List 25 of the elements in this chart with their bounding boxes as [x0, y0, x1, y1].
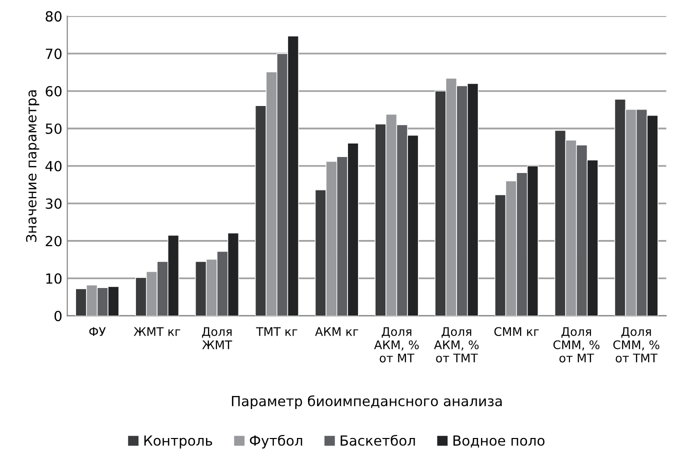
y-tick-label: 60 — [46, 86, 62, 97]
y-tick-label: 70 — [46, 48, 62, 60]
y-tick-label: 20 — [46, 236, 62, 246]
legend-label: Баскетбол — [340, 434, 415, 446]
y-axis-title: Значение параметра — [26, 90, 40, 242]
x-tick-label: ТМТ кг — [256, 327, 298, 336]
x-axis-title: Параметр биоимпедансного анализа — [232, 395, 502, 409]
y-tick-label: 10 — [46, 273, 62, 284]
y-tick-label: 50 — [46, 123, 62, 134]
legend-label: Футбол — [250, 434, 302, 448]
y-tick-label: 30 — [46, 198, 62, 209]
x-tick-label: Доля СММ, % от МТ — [553, 327, 600, 362]
x-tick-label: СММ кг — [494, 327, 539, 336]
x-tick-label: Доля СММ, % от ТМТ — [613, 327, 660, 362]
y-tick-label: 0 — [54, 310, 62, 322]
legend-label: Контроль — [144, 435, 212, 448]
legend-label: Водное поло — [453, 435, 544, 448]
x-tick-label: ЖМТ кг — [134, 327, 180, 336]
x-tick-label: ФУ — [89, 327, 106, 336]
y-tick-label: 80 — [46, 11, 62, 22]
x-tick-label: Доля ЖМТ — [202, 327, 232, 350]
y-tick-label: 40 — [45, 160, 62, 172]
x-tick-label: Доля АКМ, % от МТ — [374, 327, 419, 362]
x-tick-label: Доля АКМ, % от ТМТ — [434, 327, 479, 362]
x-tick-label: АКМ кг — [315, 327, 358, 336]
